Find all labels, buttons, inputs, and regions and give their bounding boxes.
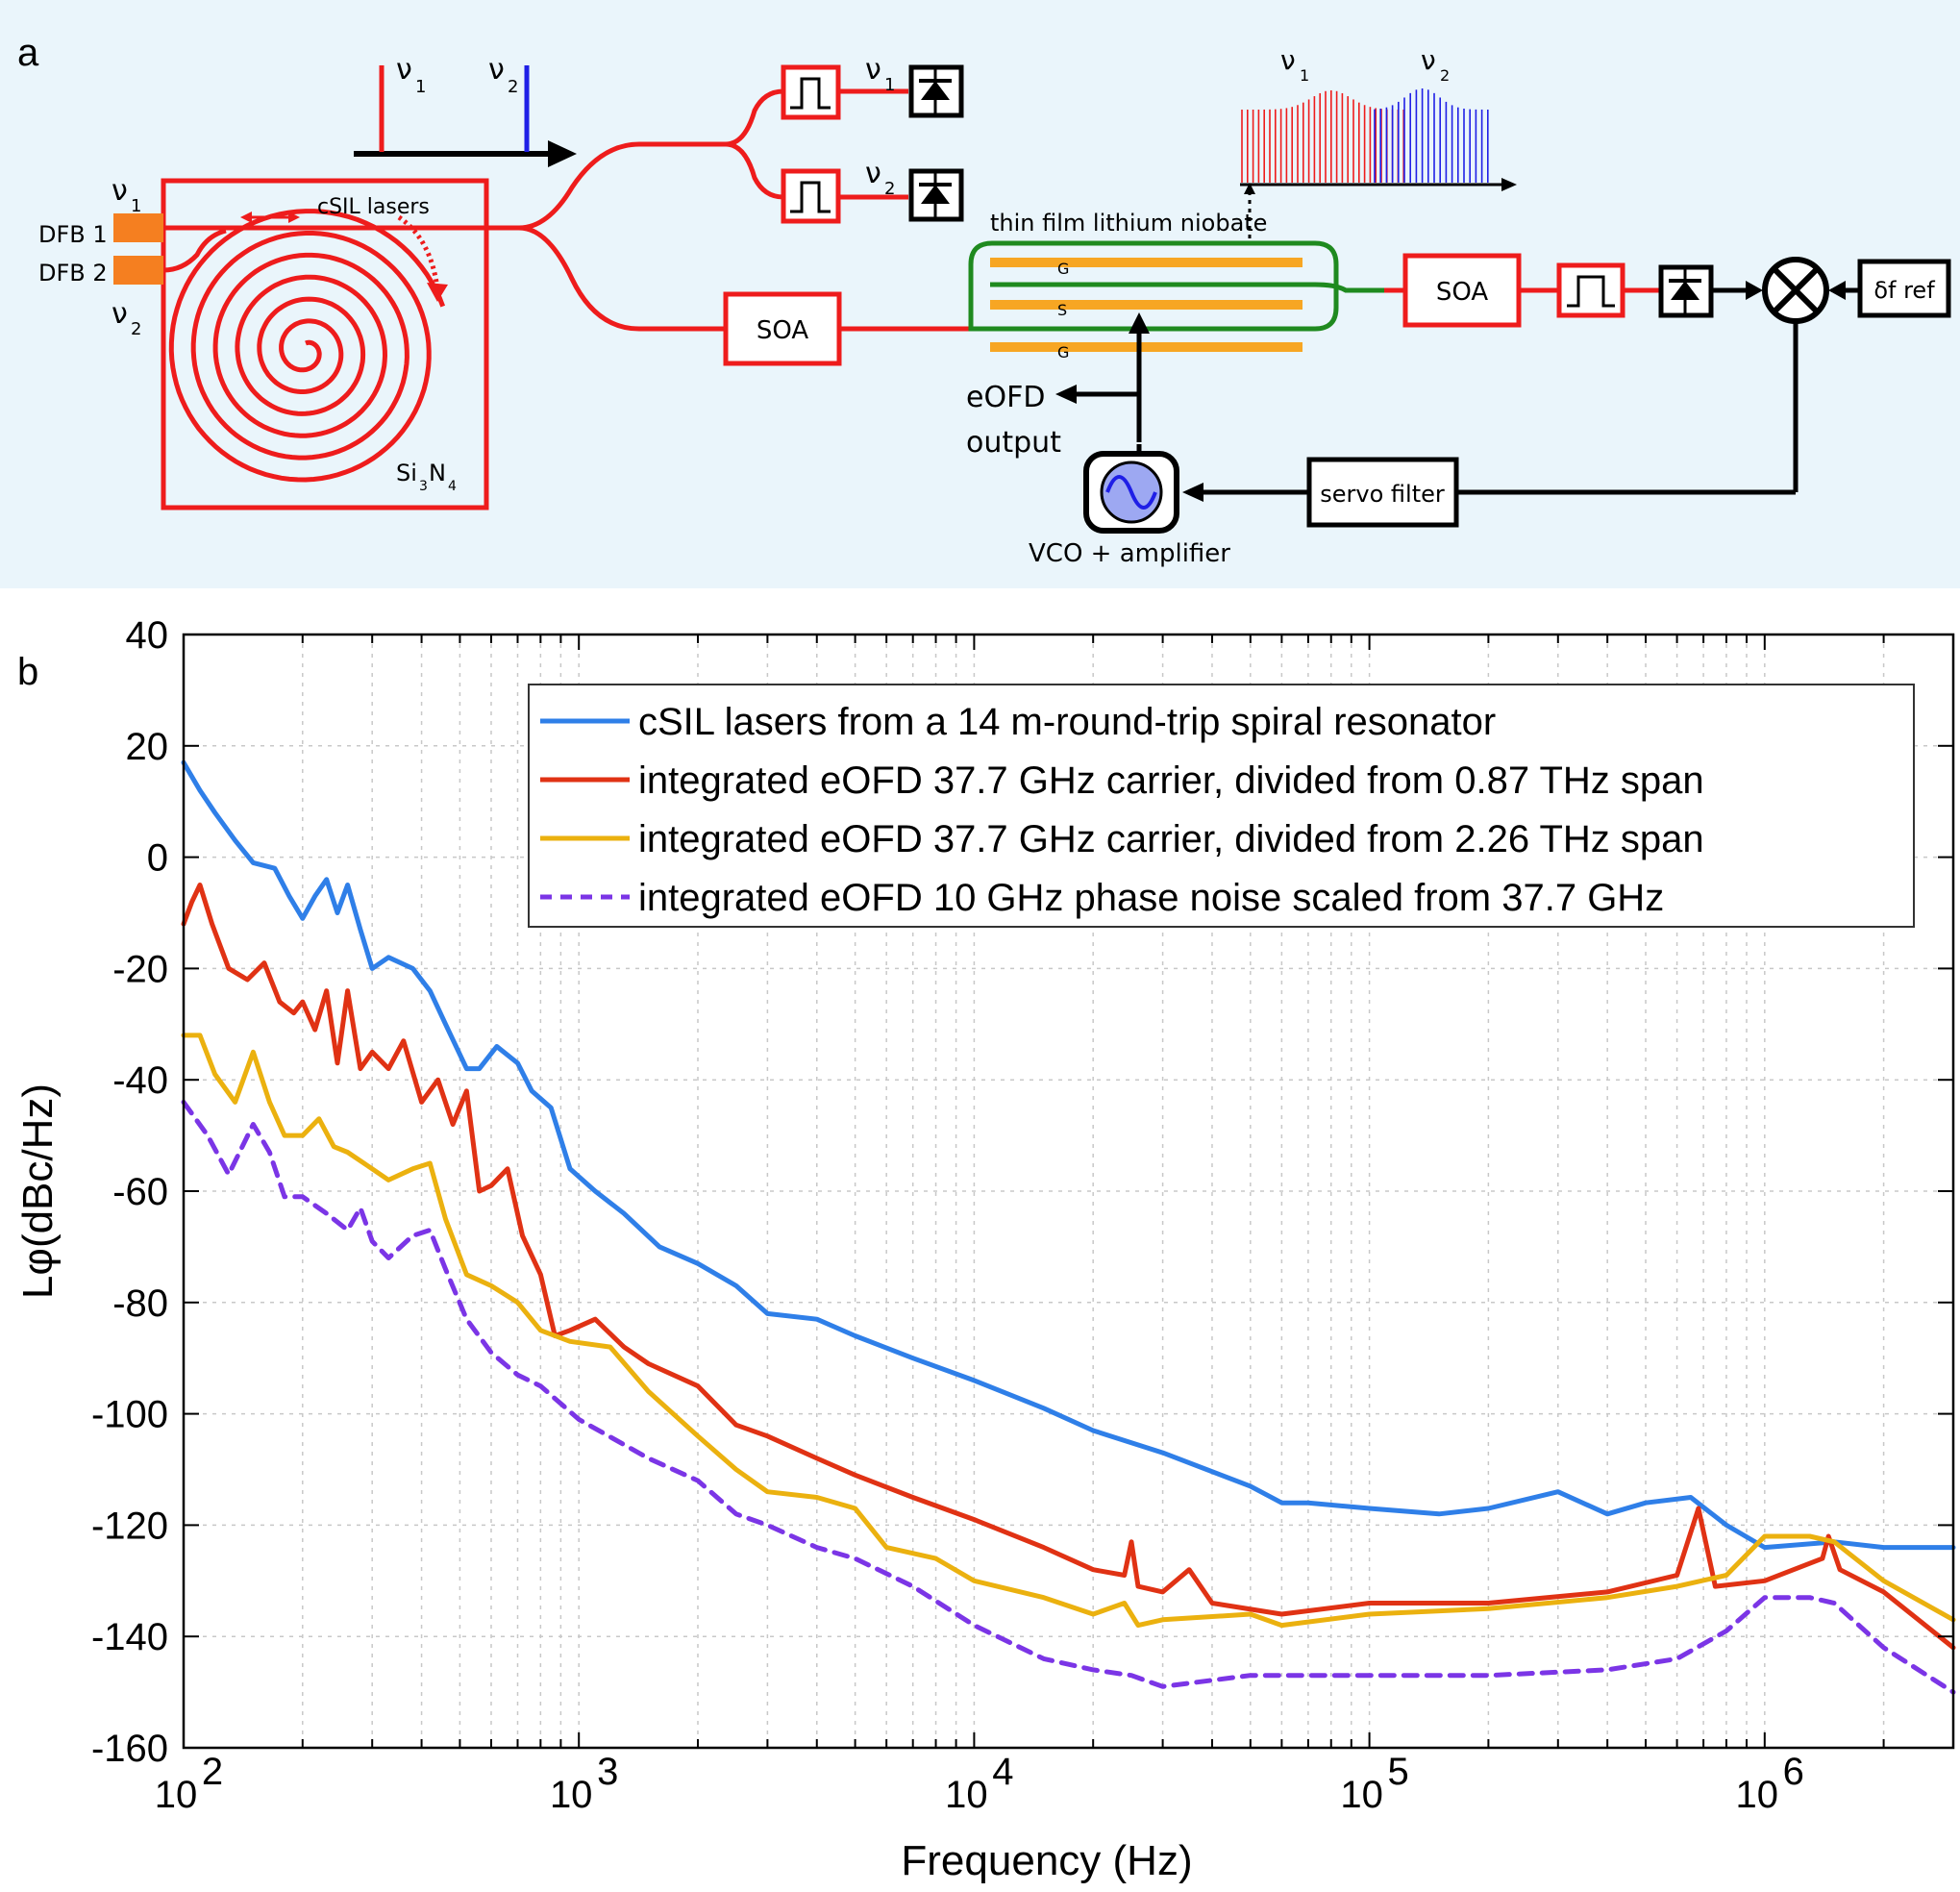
legend-label-4: integrated eOFD 10 GHz phase noise scale… (638, 877, 1664, 919)
soa-1 (723, 291, 842, 366)
lower-filter-detector (1083, 257, 1951, 534)
electrode-g1: G (1057, 260, 1069, 278)
y-tick-label: -140 (91, 1616, 168, 1658)
x-tick-label: 10 (1340, 1774, 1383, 1816)
x-tick-label: 10 (1736, 1774, 1779, 1816)
upper-filters: ν 1 ν 2 (781, 53, 964, 224)
panel-a-label: a (17, 32, 39, 74)
df-ref-label: δf ref (1873, 277, 1935, 304)
series-line-1 (181, 759, 1956, 1551)
soa-1-label: SOA (757, 316, 809, 345)
dfb-nu2-sub: 2 (131, 319, 141, 339)
x-tick-label: 10 (550, 1774, 593, 1816)
dfb2-label: DFB 2 (38, 260, 108, 286)
electrode-g2: G (1057, 343, 1069, 361)
det-nu1: ν (865, 53, 881, 87)
y-tick-label: -20 (112, 948, 168, 990)
series-line-2 (181, 883, 1956, 1651)
comb-spectrum: ν 1 ν 2 (1240, 44, 1517, 191)
comb-nu1-sub: 1 (1300, 66, 1309, 85)
y-ticks: 40 20 0 -20 -40 -60 -80 -100 -120 -140 -160 (91, 614, 1953, 1770)
legend: cSIL lasers from a 14 m-round-trip spira… (528, 684, 1915, 928)
comb-nu2-sub: 2 (1440, 66, 1450, 85)
y-tick-label: 20 (126, 726, 169, 768)
det-nu2-sub: 2 (884, 179, 895, 199)
electrode-s: S (1057, 301, 1067, 319)
si3n4-n: N (429, 460, 446, 486)
y-tick-label: -100 (91, 1394, 168, 1436)
legend-label-1: cSIL lasers from a 14 m-round-trip spira… (638, 701, 1496, 743)
x-tick-exponent: 5 (1387, 1751, 1408, 1793)
dfb-nu2: ν (112, 297, 128, 331)
waveguides (162, 88, 1659, 332)
series-line-3 (181, 1033, 1956, 1629)
coupling-arrow (397, 214, 440, 289)
y-tick-label: -40 (112, 1059, 168, 1102)
panel-b-label: b (17, 651, 38, 693)
si3n4-chip: cSIL lasers Si 3 N 4 (161, 178, 489, 510)
nu1-label: ν (396, 53, 412, 87)
soa-2-label: SOA (1436, 278, 1489, 307)
y-axis-title: Lφ(dBc/Hz) (14, 1083, 62, 1299)
nu2-label: ν (488, 53, 505, 87)
legend-box (528, 684, 1915, 928)
tfln-label: thin film lithium niobate (990, 210, 1267, 236)
x-tick-exponent: 6 (1783, 1751, 1804, 1793)
eofd-label: eOFD (966, 381, 1045, 414)
y-tick-label: -80 (112, 1282, 168, 1325)
x-tick-label: 10 (945, 1774, 988, 1816)
y-tick-label: -160 (91, 1728, 168, 1770)
legend-label-2: integrated eOFD 37.7 GHz carrier, divide… (638, 759, 1704, 802)
soa-2 (1402, 253, 1522, 328)
spiral-resonator (168, 209, 446, 483)
nu1-sub: 1 (415, 77, 426, 97)
series-line-4 (181, 1099, 1956, 1695)
x-tick-label: 10 (155, 1774, 198, 1816)
x-tick-exponent: 4 (992, 1751, 1013, 1793)
series-curves (181, 759, 1956, 1695)
dfb1-label: DFB 1 (38, 221, 108, 248)
y-tick-label: 40 (126, 614, 169, 657)
comb-nu1: ν (1280, 44, 1296, 76)
si3n4-si: Si (396, 460, 417, 486)
csil-lasers-label: cSIL lasers (317, 195, 430, 219)
x-axis-title: Frequency (Hz) (901, 1837, 1192, 1884)
det-nu2: ν (865, 157, 881, 190)
nu2-sub: 2 (508, 77, 518, 97)
input-spectrum: ν 1 ν 2 (354, 53, 577, 167)
x-tick-exponent: 3 (597, 1751, 618, 1793)
dfb-lasers: DFB 1 DFB 2 ν 1 ν 2 (38, 174, 163, 339)
output-label: output (966, 426, 1061, 460)
servo-filter-label: servo filter (1320, 481, 1445, 508)
det-nu1-sub: 1 (884, 75, 895, 95)
comb-nu2: ν (1421, 44, 1436, 76)
tfln-modulator: thin film lithium niobate G S G (968, 183, 1384, 442)
y-tick-label: -120 (91, 1505, 168, 1547)
y-tick-label: 0 (147, 837, 168, 880)
y-tick-label: -60 (112, 1171, 168, 1213)
si3n4-sub2: 4 (448, 479, 457, 494)
legend-label-3: integrated eOFD 37.7 GHz carrier, divide… (638, 818, 1704, 860)
si3n4-sub1: 3 (419, 479, 428, 494)
dfb-nu1: ν (112, 174, 128, 208)
vco-label: VCO + amplifier (1029, 539, 1230, 568)
dfb-nu1-sub: 1 (131, 196, 141, 216)
x-tick-exponent: 2 (202, 1751, 223, 1793)
